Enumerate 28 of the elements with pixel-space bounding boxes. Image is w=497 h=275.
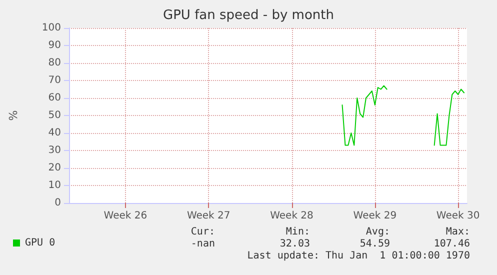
chart-title: GPU fan speed - by month [163, 8, 334, 23]
x-tick-label: Week 29 [353, 210, 397, 222]
y-tick-label: 50 [48, 110, 61, 121]
y-tick-label: 60 [48, 92, 61, 104]
text: 107.46 [434, 238, 470, 250]
text: Avg: [366, 226, 390, 238]
y-axis-title: % [7, 110, 20, 121]
x-tick-label: Week 27 [186, 210, 230, 222]
y-tick-label: 20 [48, 162, 61, 174]
x-tick-label: Week 26 [104, 210, 148, 222]
text: Last update: Thu Jan 1 01:00:00 1970 [247, 250, 470, 262]
x-tick-label: Week 30 [436, 210, 480, 222]
y-tick-label: 80 [48, 58, 61, 68]
legend-label: GPU 0 [25, 238, 56, 248]
y-tick-label: 30 [48, 145, 61, 156]
y-tick-label: 0 [54, 198, 61, 208]
y-tick-label: 100 [42, 22, 61, 34]
text: 54.59 [360, 238, 390, 250]
x-tick-label: Week 28 [270, 210, 314, 222]
y-tick-label: 90 [48, 40, 61, 51]
y-tick-label: 40 [48, 128, 61, 138]
text: 32.03 [280, 238, 310, 250]
y-tick-label: 70 [48, 75, 61, 86]
y-tick-label: 10 [48, 180, 61, 191]
text: Min: [286, 226, 310, 238]
text: Max: [446, 226, 470, 238]
text: Cur: [190, 226, 215, 238]
text: -nan [190, 238, 215, 250]
